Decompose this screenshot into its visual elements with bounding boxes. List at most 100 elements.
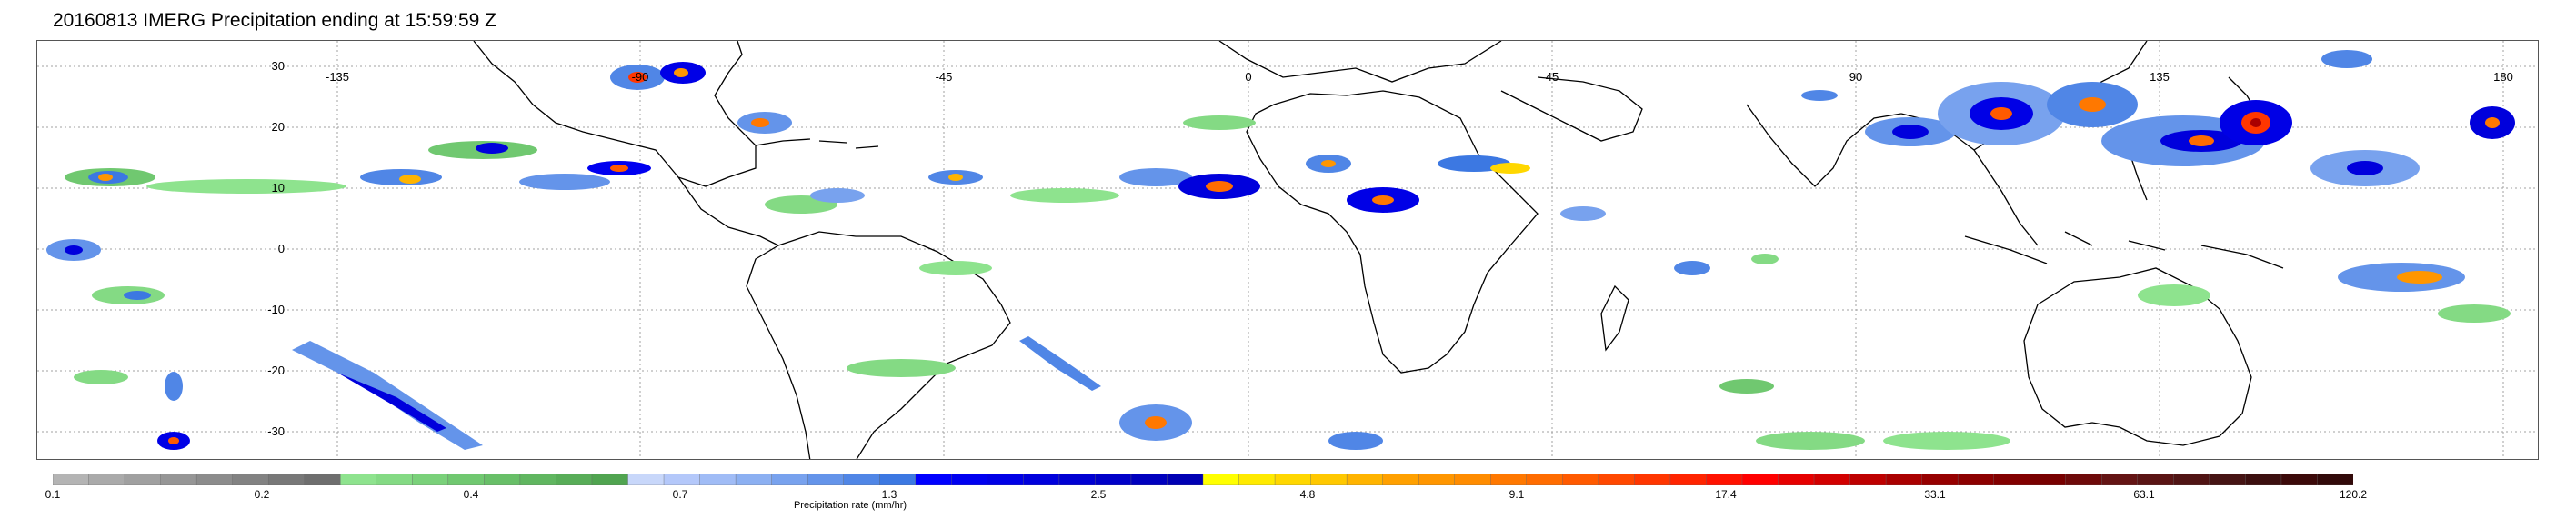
latitude-labels: 30 20 10 0 -10 -20 -30 (267, 59, 285, 438)
colorbar-swatch (915, 474, 953, 485)
colorbar-swatch (1526, 474, 1564, 485)
colorbar-swatch (2209, 474, 2247, 485)
colorbar-swatch (1993, 474, 2031, 485)
colorbar-swatch (195, 474, 234, 485)
colorbar-swatch (88, 474, 125, 485)
colorbar-label: Precipitation rate (mm/hr) (793, 500, 907, 511)
colorbar-swatch (124, 474, 162, 485)
colorbar-swatch (879, 474, 917, 485)
colorbar-swatch (1418, 474, 1456, 485)
colorbar-swatch (232, 474, 269, 485)
colorbar-swatch (627, 474, 665, 485)
colorbar-swatch (484, 474, 521, 485)
colorbar-swatch (699, 474, 737, 485)
colorbar-swatch (591, 474, 629, 485)
colorbar-swatch (304, 474, 342, 485)
colorbar-swatch (267, 474, 306, 485)
colorbar-swatch (1669, 474, 1708, 485)
colorbar-tick-label: 4.8 (1299, 488, 1316, 501)
colorbar-swatch (1849, 474, 1887, 485)
arabia-coast (1500, 76, 1643, 142)
south-america-coast (746, 231, 1011, 459)
longitude-label: -45 (936, 70, 953, 84)
colorbar-swatch (1885, 474, 1923, 485)
colorbar-swatch (1741, 474, 1779, 485)
colorbar-swatch (1202, 474, 1240, 485)
colorbar-tick-label: 0.7 (672, 488, 688, 501)
colorbar-swatch (340, 474, 377, 485)
colorbar-swatch (807, 474, 845, 485)
longitude-label: 135 (2150, 70, 2170, 84)
precipitation-map: -135 -90 -45 0 45 90 135 180 30 20 10 0 -10 -20 -30 (36, 40, 2539, 460)
australia-coast (2023, 267, 2252, 446)
colorbar-swatch (1130, 474, 1168, 485)
colorbar-swatch (1454, 474, 1492, 485)
africa-coast (1246, 90, 1539, 374)
latitude-label: -20 (267, 364, 285, 377)
colorbar-swatch (2065, 474, 2103, 485)
colorbar-swatch (735, 474, 773, 485)
colorbar-swatch (1957, 474, 1995, 485)
colorbar-swatch (987, 474, 1025, 485)
colorbar-swatch (412, 474, 449, 485)
colorbar-swatch (1813, 474, 1851, 485)
colorbar-swatch (2245, 474, 2282, 485)
colorbar-swatch (556, 474, 593, 485)
colorbar-swatch (1167, 474, 1204, 485)
colorbar-swatch (843, 474, 881, 485)
latitude-label: -30 (267, 424, 285, 438)
colorbar-swatch (2317, 474, 2353, 485)
colorbar-tick-label: 63.1 (2133, 488, 2155, 501)
colorbar-tick-label: 0.4 (463, 488, 479, 501)
colorbar-swatch (1382, 474, 1419, 485)
longitude-label: 180 (2493, 70, 2513, 84)
colorbar-swatch (1562, 474, 1599, 485)
colorbar-swatch (951, 474, 988, 485)
colorbar-swatch (1778, 474, 1815, 485)
map-title: 20160813 IMERG Precipitation ending at 1… (53, 10, 496, 31)
colorbar-swatch (1706, 474, 1743, 485)
colorbar-swatch (447, 474, 486, 485)
colorbar-tick-label: 0.1 (45, 488, 61, 501)
longitude-label: 90 (1849, 70, 1862, 84)
colorbar-swatch (1274, 474, 1312, 485)
longitude-label: 45 (1546, 70, 1559, 84)
colorbar-tick-label: 33.1 (1924, 488, 1946, 501)
colorbar-tick-label: 17.4 (1715, 488, 1737, 501)
indonesia-islands (1964, 231, 2284, 269)
precipitation-field (46, 50, 2515, 450)
colorbar-tick-label: 120.2 (2339, 488, 2368, 501)
colorbar (53, 474, 2353, 485)
colorbar-swatch (2173, 474, 2210, 485)
longitude-label: -135 (326, 70, 349, 84)
longitude-label: 0 (1245, 70, 1251, 84)
latitude-label: 20 (272, 120, 285, 134)
colorbar-swatch (2280, 474, 2319, 485)
longitude-label: -90 (632, 70, 649, 84)
colorbar-swatch (1598, 474, 1636, 485)
central-america-coast (677, 176, 779, 246)
colorbar-swatch (1634, 474, 1671, 485)
longitude-labels: -135 -90 -45 0 45 90 135 180 (326, 70, 2513, 84)
colorbar-swatch (376, 474, 414, 485)
colorbar-swatch (160, 474, 197, 485)
colorbar-swatch (519, 474, 557, 485)
colorbar-swatch (663, 474, 701, 485)
latitude-label: 0 (278, 242, 285, 255)
colorbar-tick-label: 9.1 (1509, 488, 1525, 501)
colorbar-swatch (2137, 474, 2175, 485)
north-america-coast (473, 41, 757, 187)
latitude-label: 30 (272, 59, 285, 73)
coastlines (473, 41, 2284, 459)
europe-coast (1218, 41, 1502, 83)
colorbar-swatch (1310, 474, 1348, 485)
colorbar-swatch (1058, 474, 1097, 485)
colorbar-swatch (1490, 474, 1528, 485)
colorbar-swatch (1346, 474, 1384, 485)
colorbar-swatch (1921, 474, 1959, 485)
madagascar-coast (1600, 284, 1629, 352)
colorbar-tick-label: 2.5 (1090, 488, 1107, 501)
colorbar-swatch (1095, 474, 1132, 485)
map-canvas: -135 -90 -45 0 45 90 135 180 30 20 10 0 -10 -20 -30 (37, 41, 2538, 459)
latitude-label: 10 (272, 181, 285, 195)
